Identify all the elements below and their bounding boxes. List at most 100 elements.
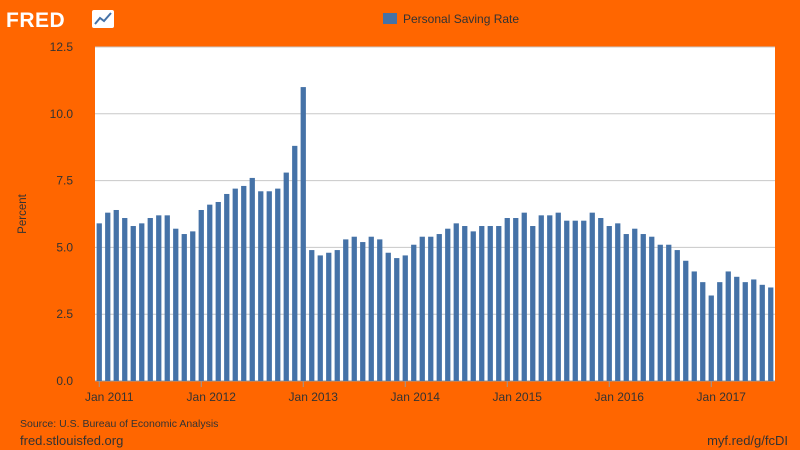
bar[interactable] [530, 226, 536, 381]
bar[interactable] [470, 231, 476, 381]
bar[interactable] [453, 223, 459, 381]
bar[interactable] [326, 252, 332, 381]
bar[interactable] [700, 282, 706, 381]
bar[interactable] [759, 284, 765, 381]
bar[interactable] [139, 223, 145, 381]
bar[interactable] [725, 271, 731, 381]
site-url-link[interactable]: fred.stlouisfed.org [20, 433, 123, 448]
bar[interactable] [487, 226, 493, 381]
bar[interactable] [504, 218, 510, 381]
bar[interactable] [581, 220, 587, 381]
source-note: Source: U.S. Bureau of Economic Analysis [20, 418, 218, 430]
x-tick-label: Jan 2014 [391, 390, 441, 404]
bar[interactable] [377, 239, 383, 381]
bar[interactable] [173, 228, 179, 381]
bar[interactable] [572, 220, 578, 381]
fred-logo[interactable]: FRED [6, 9, 114, 32]
bar[interactable] [181, 234, 187, 381]
bar[interactable] [606, 226, 612, 381]
legend: Personal Saving Rate [383, 12, 519, 26]
y-tick-label: 10.0 [50, 107, 74, 121]
bar[interactable] [164, 215, 170, 381]
x-tick-label: Jan 2012 [187, 390, 237, 404]
bar[interactable] [385, 252, 391, 381]
bar[interactable] [657, 244, 663, 381]
bar[interactable] [419, 236, 425, 381]
y-tick-label: 5.0 [56, 240, 73, 254]
bar[interactable] [742, 282, 748, 381]
bar[interactable] [249, 177, 255, 381]
bar[interactable] [368, 236, 374, 381]
bar[interactable] [96, 223, 102, 381]
bar[interactable] [275, 188, 281, 381]
short-url-link[interactable]: myf.red/g/fcDI [707, 433, 788, 448]
y-axis-ticks: 0.0 2.5 5.0 7.5 10.0 12.5 [50, 40, 74, 388]
bar[interactable] [394, 258, 400, 381]
y-tick-label: 12.5 [50, 40, 74, 54]
bar[interactable] [623, 234, 629, 381]
legend-label: Personal Saving Rate [403, 12, 519, 26]
bar[interactable] [190, 231, 196, 381]
bar[interactable] [207, 204, 213, 381]
bar[interactable] [555, 212, 561, 381]
bar[interactable] [215, 201, 221, 381]
bar[interactable] [283, 172, 289, 381]
bar[interactable] [258, 191, 264, 381]
line-chart-icon [92, 10, 114, 28]
bar[interactable] [708, 295, 714, 382]
bar[interactable] [130, 226, 136, 381]
bar[interactable] [411, 244, 417, 381]
bar[interactable] [547, 215, 553, 381]
bar[interactable] [317, 255, 323, 381]
bar[interactable] [122, 218, 128, 381]
bar[interactable] [632, 228, 638, 381]
bar[interactable] [334, 250, 340, 381]
bar[interactable] [674, 250, 680, 381]
y-axis-title: Percent [17, 193, 29, 233]
bar[interactable] [589, 212, 595, 381]
bar[interactable] [768, 287, 774, 381]
bar[interactable] [564, 220, 570, 381]
bar[interactable] [428, 236, 434, 381]
x-tick-label: Jan 2015 [493, 390, 543, 404]
bar[interactable] [300, 87, 306, 381]
bar[interactable] [156, 215, 162, 381]
y-tick-label: 2.5 [56, 307, 73, 321]
bar[interactable] [666, 244, 672, 381]
bar[interactable] [479, 226, 485, 381]
bar[interactable] [598, 218, 604, 381]
legend-swatch [383, 13, 397, 24]
bar[interactable] [683, 260, 689, 381]
bar[interactable] [640, 234, 646, 381]
bar[interactable] [496, 226, 502, 381]
bar[interactable] [292, 145, 298, 381]
bar[interactable] [538, 215, 544, 381]
bar[interactable] [615, 223, 621, 381]
bar[interactable] [232, 188, 238, 381]
bar[interactable] [241, 185, 247, 381]
bar[interactable] [360, 242, 366, 381]
bar[interactable] [445, 228, 451, 381]
bar[interactable] [402, 255, 408, 381]
bar[interactable] [717, 282, 723, 381]
bar[interactable] [691, 271, 697, 381]
bar[interactable] [147, 218, 153, 381]
bar[interactable] [105, 212, 111, 381]
bar[interactable] [343, 239, 349, 381]
bar[interactable] [266, 191, 272, 381]
bar[interactable] [309, 250, 315, 381]
bar[interactable] [751, 279, 757, 381]
bar[interactable] [513, 218, 519, 381]
bar[interactable] [436, 234, 442, 381]
bar[interactable] [113, 209, 119, 381]
bar[interactable] [649, 236, 655, 381]
bar[interactable] [224, 193, 230, 381]
bars [96, 87, 774, 382]
y-tick-label: 7.5 [56, 174, 73, 188]
bar[interactable] [351, 236, 357, 381]
bar[interactable] [462, 226, 468, 381]
bar[interactable] [734, 276, 740, 381]
bar[interactable] [198, 209, 204, 381]
bar[interactable] [521, 212, 527, 381]
